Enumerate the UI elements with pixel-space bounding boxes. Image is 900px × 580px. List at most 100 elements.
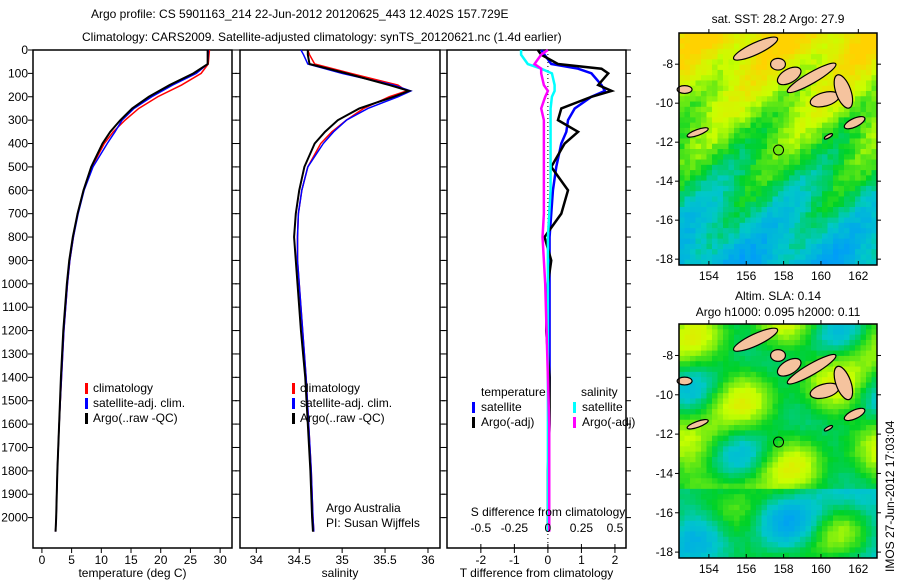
map-cell [745, 462, 751, 469]
map-cell [816, 164, 823, 171]
map-cell [833, 472, 839, 479]
map-cell [761, 387, 768, 394]
series-line-t-argo-adj- [536, 49, 616, 532]
x-tick-label: 162 [848, 562, 868, 576]
map-cell [783, 259, 790, 266]
map-cell [871, 387, 878, 394]
map-cell [838, 201, 845, 208]
map-cell [695, 520, 702, 527]
map-cell [684, 222, 691, 229]
map-cell [811, 451, 817, 458]
map-cell [767, 207, 773, 213]
map-cell [717, 547, 724, 554]
map-cell [827, 80, 834, 87]
map-cell [789, 329, 795, 336]
map-cell [855, 207, 861, 213]
map-cell [684, 191, 691, 197]
map-cell [800, 222, 806, 229]
map-cell [767, 430, 773, 437]
map-cell [827, 510, 834, 516]
map-cell [838, 425, 845, 431]
map-cell [794, 127, 801, 134]
map-cell [778, 451, 784, 458]
map-cell [838, 159, 845, 166]
map-cell [690, 414, 696, 421]
map-cell [849, 446, 856, 453]
map-cell [723, 212, 729, 219]
map-cell [712, 350, 718, 357]
map-cell [706, 414, 713, 421]
map-cell [745, 361, 751, 368]
map-cell [717, 451, 724, 458]
map-cell [679, 33, 685, 39]
map-cell [750, 467, 757, 474]
map-cell [860, 382, 867, 389]
map-cell [838, 403, 845, 410]
map-cell [706, 238, 713, 245]
map-cell [761, 350, 768, 357]
map-cell [811, 329, 817, 336]
map-cell [838, 43, 845, 50]
map-cell [723, 106, 729, 113]
map-cell [794, 441, 801, 447]
map-cell [811, 117, 817, 124]
map-cell [800, 185, 806, 192]
map-cell [712, 101, 718, 108]
map-cell [756, 472, 762, 479]
map-cell [750, 180, 757, 187]
map-cell [767, 324, 773, 330]
map-cell [855, 377, 861, 383]
map-cell [695, 393, 702, 399]
map-cell [871, 393, 878, 399]
map-cell [860, 127, 867, 134]
map-cell [728, 366, 735, 373]
map-cell [816, 504, 823, 511]
map-cell [838, 64, 845, 71]
map-cell [712, 233, 718, 240]
map-cell [761, 48, 768, 55]
map-cell [684, 149, 691, 155]
map-cell [723, 217, 729, 224]
map-cell [717, 366, 724, 373]
map-cell [822, 254, 828, 261]
map-cell [822, 510, 828, 516]
map-cell [794, 154, 801, 161]
map-cell [822, 536, 828, 543]
map-cell [690, 350, 696, 357]
map-cell [816, 499, 823, 506]
map-cell [723, 43, 729, 50]
map-cell [745, 143, 751, 150]
map-cell [695, 324, 702, 330]
map-cell [745, 377, 751, 383]
map-cell [860, 494, 867, 500]
map-cell [827, 451, 834, 458]
map-cell [789, 180, 795, 187]
map-cell [827, 222, 834, 229]
map-cell [679, 43, 685, 50]
map-cell [701, 201, 707, 208]
island-landmass [843, 115, 866, 130]
map-cell [816, 494, 823, 500]
map-cell [690, 371, 696, 378]
map-cell [756, 106, 762, 113]
map-cell [816, 467, 823, 474]
map-cell [811, 85, 817, 92]
map-cell [783, 526, 790, 532]
map-cell [679, 425, 685, 431]
map-cell [679, 526, 685, 532]
map-cell [739, 122, 746, 129]
map-cell [712, 435, 718, 442]
legend-swatch [573, 402, 576, 413]
map-cell [684, 552, 691, 559]
map-cell [712, 228, 718, 234]
map-cell [772, 122, 779, 129]
map-cell [778, 387, 784, 394]
x-tick-label: -2 [476, 553, 487, 567]
map-cell [695, 462, 702, 469]
map-cell [684, 334, 691, 341]
map-cell [772, 441, 779, 447]
map-cell [783, 201, 790, 208]
map-cell [794, 106, 801, 113]
map-cell [794, 393, 801, 399]
map-cell [827, 403, 834, 410]
